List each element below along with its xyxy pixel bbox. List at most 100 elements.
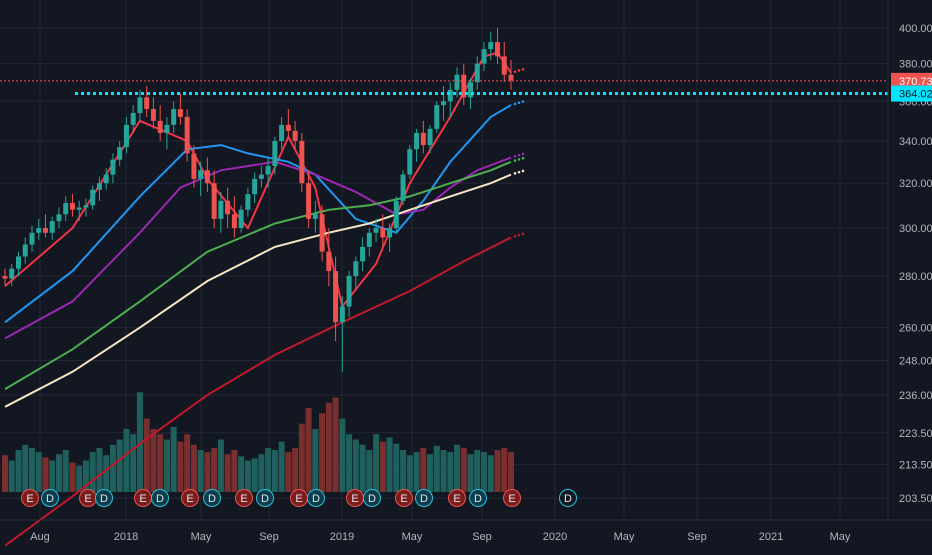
candle-body[interactable]: [123, 124, 129, 148]
candle-body[interactable]: [434, 105, 440, 129]
candle-body[interactable]: [285, 124, 291, 131]
earnings-marker[interactable]: E: [395, 489, 413, 507]
dividend-marker[interactable]: D: [256, 489, 274, 507]
candle-body[interactable]: [15, 256, 21, 269]
dividend-marker[interactable]: D: [41, 489, 59, 507]
candle-body[interactable]: [360, 246, 366, 262]
candle-body[interactable]: [407, 149, 413, 175]
candle-body[interactable]: [191, 153, 197, 179]
candle-body[interactable]: [339, 306, 345, 323]
candle-body[interactable]: [198, 170, 204, 179]
dividend-marker[interactable]: D: [151, 489, 169, 507]
candle-body[interactable]: [393, 200, 399, 229]
candle-body[interactable]: [468, 82, 474, 98]
candle-body[interactable]: [225, 200, 231, 215]
candle-body[interactable]: [29, 232, 35, 245]
candle-body[interactable]: [238, 209, 244, 229]
candle-body[interactable]: [441, 101, 447, 106]
candle-body[interactable]: [76, 207, 82, 210]
candle-body[interactable]: [49, 221, 55, 233]
candle-body[interactable]: [319, 214, 325, 252]
candle-body[interactable]: [90, 189, 96, 206]
dividend-marker[interactable]: D: [559, 489, 577, 507]
candle-body[interactable]: [252, 178, 258, 195]
candle-body[interactable]: [265, 166, 271, 175]
candle-body[interactable]: [130, 112, 136, 125]
candle-body[interactable]: [96, 183, 102, 190]
candle-body[interactable]: [427, 128, 433, 146]
dividend-marker[interactable]: D: [95, 489, 113, 507]
candle-body[interactable]: [306, 183, 312, 219]
candle-body[interactable]: [137, 97, 143, 113]
candle-body[interactable]: [272, 141, 278, 167]
candle-body[interactable]: [387, 228, 393, 238]
candle-body[interactable]: [42, 228, 48, 233]
candle-body[interactable]: [447, 89, 453, 102]
earnings-marker[interactable]: E: [181, 489, 199, 507]
earnings-marker[interactable]: E: [79, 489, 97, 507]
candle-body[interactable]: [36, 228, 42, 233]
candle-body[interactable]: [2, 276, 8, 279]
candle-body[interactable]: [366, 232, 372, 247]
dividend-marker[interactable]: D: [203, 489, 221, 507]
candle-body[interactable]: [461, 74, 467, 98]
candle-body[interactable]: [488, 42, 494, 50]
candle-body[interactable]: [117, 147, 123, 160]
candle-body[interactable]: [400, 174, 406, 201]
y-axis-tick-label: 260.00: [899, 323, 932, 335]
candle-body[interactable]: [454, 74, 460, 90]
earnings-marker[interactable]: E: [503, 489, 521, 507]
earnings-marker[interactable]: E: [448, 489, 466, 507]
candle-body[interactable]: [299, 141, 305, 184]
candle-body[interactable]: [380, 228, 386, 238]
candle-body[interactable]: [110, 159, 116, 175]
earnings-marker[interactable]: E: [21, 489, 39, 507]
candle-body[interactable]: [414, 132, 420, 150]
dividend-marker[interactable]: D: [363, 489, 381, 507]
candle-body[interactable]: [204, 170, 210, 184]
dividend-marker[interactable]: D: [469, 489, 487, 507]
candle-body[interactable]: [63, 203, 69, 215]
candle-body[interactable]: [353, 261, 359, 277]
candle-body[interactable]: [420, 132, 426, 146]
candle-body[interactable]: [157, 120, 163, 133]
candle-body[interactable]: [231, 214, 237, 229]
candle-body[interactable]: [22, 244, 28, 257]
candle-body[interactable]: [292, 130, 298, 142]
candle-body[interactable]: [474, 63, 480, 83]
candle-body[interactable]: [171, 109, 177, 125]
marker-circle: [41, 489, 59, 507]
candle-body[interactable]: [211, 183, 217, 219]
candle-body[interactable]: [258, 174, 264, 179]
candle-body[interactable]: [346, 276, 352, 307]
candle-body[interactable]: [218, 200, 224, 219]
candle-body[interactable]: [103, 174, 109, 184]
candle-body[interactable]: [495, 42, 501, 57]
candle-body[interactable]: [164, 124, 170, 133]
candle-body[interactable]: [177, 109, 183, 117]
candle-body[interactable]: [326, 251, 332, 272]
dividend-marker[interactable]: D: [307, 489, 325, 507]
candle-body[interactable]: [508, 74, 514, 81]
candle-body[interactable]: [501, 56, 507, 75]
earnings-marker[interactable]: E: [235, 489, 253, 507]
dividend-marker[interactable]: D: [415, 489, 433, 507]
candle-body[interactable]: [333, 271, 339, 323]
candle-body[interactable]: [69, 203, 75, 210]
candle-body[interactable]: [184, 116, 190, 154]
candle-body[interactable]: [144, 97, 150, 110]
candle-body[interactable]: [373, 228, 379, 233]
candle-body[interactable]: [279, 124, 285, 142]
candle-body[interactable]: [481, 49, 487, 64]
candle-body[interactable]: [245, 194, 251, 210]
earnings-marker[interactable]: E: [346, 489, 364, 507]
candle-body[interactable]: [9, 268, 15, 279]
candle-body[interactable]: [312, 214, 318, 219]
earnings-marker[interactable]: E: [290, 489, 308, 507]
candle-body[interactable]: [56, 214, 62, 222]
candle-body[interactable]: [83, 205, 89, 208]
candle-body[interactable]: [150, 109, 156, 121]
earnings-marker[interactable]: E: [134, 489, 152, 507]
